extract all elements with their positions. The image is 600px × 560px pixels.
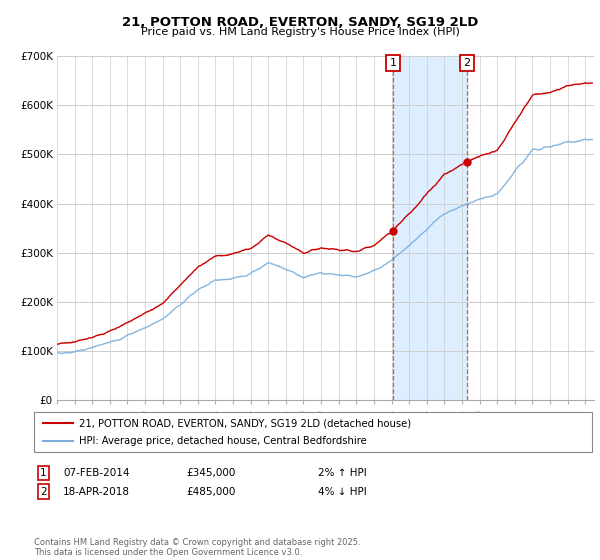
Text: 21, POTTON ROAD, EVERTON, SANDY, SG19 2LD: 21, POTTON ROAD, EVERTON, SANDY, SG19 2L… bbox=[122, 16, 478, 29]
Text: Price paid vs. HM Land Registry's House Price Index (HPI): Price paid vs. HM Land Registry's House … bbox=[140, 27, 460, 37]
Text: 21, POTTON ROAD, EVERTON, SANDY, SG19 2LD (detached house): 21, POTTON ROAD, EVERTON, SANDY, SG19 2L… bbox=[79, 418, 412, 428]
Text: £485,000: £485,000 bbox=[186, 487, 235, 497]
Text: 18-APR-2018: 18-APR-2018 bbox=[63, 487, 130, 497]
Text: £345,000: £345,000 bbox=[186, 468, 235, 478]
Text: 07-FEB-2014: 07-FEB-2014 bbox=[63, 468, 130, 478]
Text: 2: 2 bbox=[40, 487, 47, 497]
Text: 4% ↓ HPI: 4% ↓ HPI bbox=[318, 487, 367, 497]
Text: HPI: Average price, detached house, Central Bedfordshire: HPI: Average price, detached house, Cent… bbox=[79, 436, 367, 446]
Text: 1: 1 bbox=[389, 58, 397, 68]
Text: 1: 1 bbox=[40, 468, 47, 478]
Text: 2: 2 bbox=[463, 58, 470, 68]
Bar bbox=[393, 56, 467, 400]
Text: Contains HM Land Registry data © Crown copyright and database right 2025.
This d: Contains HM Land Registry data © Crown c… bbox=[34, 538, 361, 557]
Text: 2% ↑ HPI: 2% ↑ HPI bbox=[318, 468, 367, 478]
